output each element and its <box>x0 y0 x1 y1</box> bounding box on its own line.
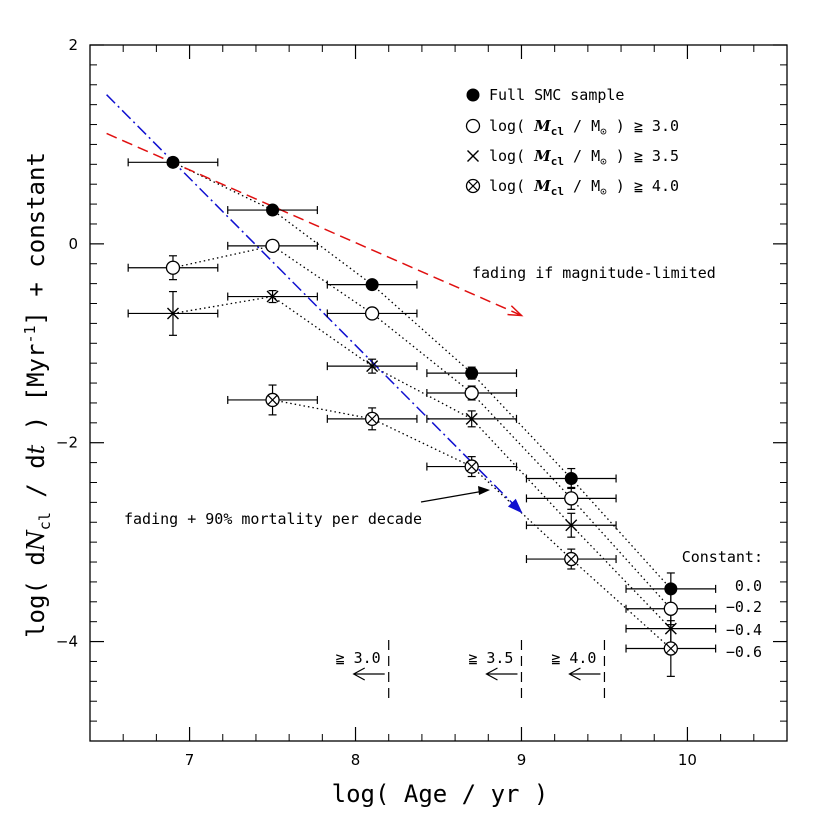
x-tick-label: 7 <box>185 751 195 769</box>
data-point <box>465 412 478 425</box>
constant-title: Constant: <box>682 548 763 566</box>
x-axis-title: log( Age / yr ) <box>332 780 549 808</box>
y-tick-label: −2 <box>56 434 78 452</box>
data-point <box>166 307 179 320</box>
data-point <box>266 203 280 217</box>
error-bars <box>127 157 717 677</box>
limit-arrowhead <box>568 667 581 681</box>
axis-ticks: 7 8 9 10 2 0 −2 −4 <box>56 36 787 769</box>
data-point <box>663 601 678 616</box>
cross-stroke <box>467 150 479 162</box>
cross-stroke <box>366 360 379 373</box>
cross-stroke <box>466 461 477 472</box>
constant-value: −0.4 <box>726 621 762 639</box>
cross-stroke <box>267 394 278 405</box>
legend-marker-1 <box>466 88 480 102</box>
constant-value: −0.2 <box>726 598 762 616</box>
cross-stroke <box>465 412 478 425</box>
legend-marker-4 <box>465 178 481 194</box>
data-point <box>464 385 479 401</box>
constant-labels: Constant: 0.0 −0.2 −0.4 −0.6 <box>682 548 763 661</box>
data-point <box>266 290 279 303</box>
data-point <box>465 366 479 380</box>
y-tick-label: 2 <box>68 36 78 54</box>
data-point <box>564 491 579 506</box>
legend-label-3: log( Mcl / M⊙ ) ≧ 3.5 <box>489 147 679 168</box>
pointer-arrow <box>420 490 485 503</box>
model-arrowhead-1 <box>507 305 524 317</box>
constant-value: −0.6 <box>726 643 762 661</box>
constant-value: 0.0 <box>735 577 762 595</box>
model-label-1: fading if magnitude-limited <box>472 264 716 282</box>
legend-label-4: log( Mcl / M⊙ ) ≧ 4.0 <box>489 177 679 198</box>
data-point <box>664 622 677 635</box>
limit-arrowhead <box>352 667 366 681</box>
series-connector <box>172 245 672 610</box>
data-point <box>564 472 578 486</box>
cross-stroke <box>467 180 479 192</box>
model-lines: fading if magnitude-limited fading + 90% … <box>106 94 716 528</box>
data-markers <box>165 155 678 656</box>
data-point <box>565 519 578 532</box>
legend-label-2: log( Mcl / M⊙ ) ≧ 3.0 <box>489 117 679 138</box>
cross-stroke <box>266 290 279 303</box>
cross-stroke <box>665 643 676 654</box>
data-point <box>364 306 380 321</box>
cross-stroke <box>566 554 577 565</box>
data-point <box>265 238 280 253</box>
cross-stroke <box>367 413 378 424</box>
cross-stroke <box>166 307 179 320</box>
cross-stroke <box>664 622 677 635</box>
model-label-2: fading + 90% mortality per decade <box>124 510 422 528</box>
limit-label: ≧ 3.5 <box>468 649 513 667</box>
data-point <box>564 551 579 567</box>
data-point <box>165 260 181 275</box>
x-tick-label: 9 <box>517 751 527 769</box>
data-point <box>166 155 180 169</box>
pointer-arrowhead <box>478 486 490 495</box>
y-axis-title: log( dNcl / dt ) [Myr-1] + constant <box>21 152 54 638</box>
x-tick-label: 10 <box>678 751 697 769</box>
axis-labels: log( Age / yr ) log( dNcl / dt ) [Myr-1] … <box>21 152 548 808</box>
data-point <box>663 641 678 656</box>
model-arrowhead-2 <box>507 498 523 514</box>
data-point <box>265 392 280 408</box>
series-connector <box>172 295 672 630</box>
limit-label: ≧ 4.0 <box>551 649 596 667</box>
data-point <box>365 278 379 292</box>
legend-label-1: Full SMC sample <box>489 86 624 104</box>
series-connectors <box>172 161 672 650</box>
y-tick-label: −4 <box>56 633 78 651</box>
data-point <box>464 459 479 474</box>
y-tick-label: 0 <box>68 235 78 253</box>
legend-marker-3 <box>467 150 479 162</box>
plot-frame <box>89 44 788 742</box>
limit-markers: ≧ 3.0 ≧ 3.5 ≧ 4.0 <box>336 640 606 702</box>
data-point <box>364 411 380 427</box>
limit-label: ≧ 3.0 <box>336 649 381 667</box>
x-tick-label: 8 <box>351 751 361 769</box>
limit-arrowhead <box>485 667 498 681</box>
data-point <box>664 582 678 596</box>
legend-marker-2 <box>465 118 481 134</box>
cross-stroke <box>565 519 578 532</box>
data-point <box>366 360 379 373</box>
legend: Full SMC sample log( Mcl / M⊙ ) ≧ 3.0 log(… <box>465 86 679 198</box>
